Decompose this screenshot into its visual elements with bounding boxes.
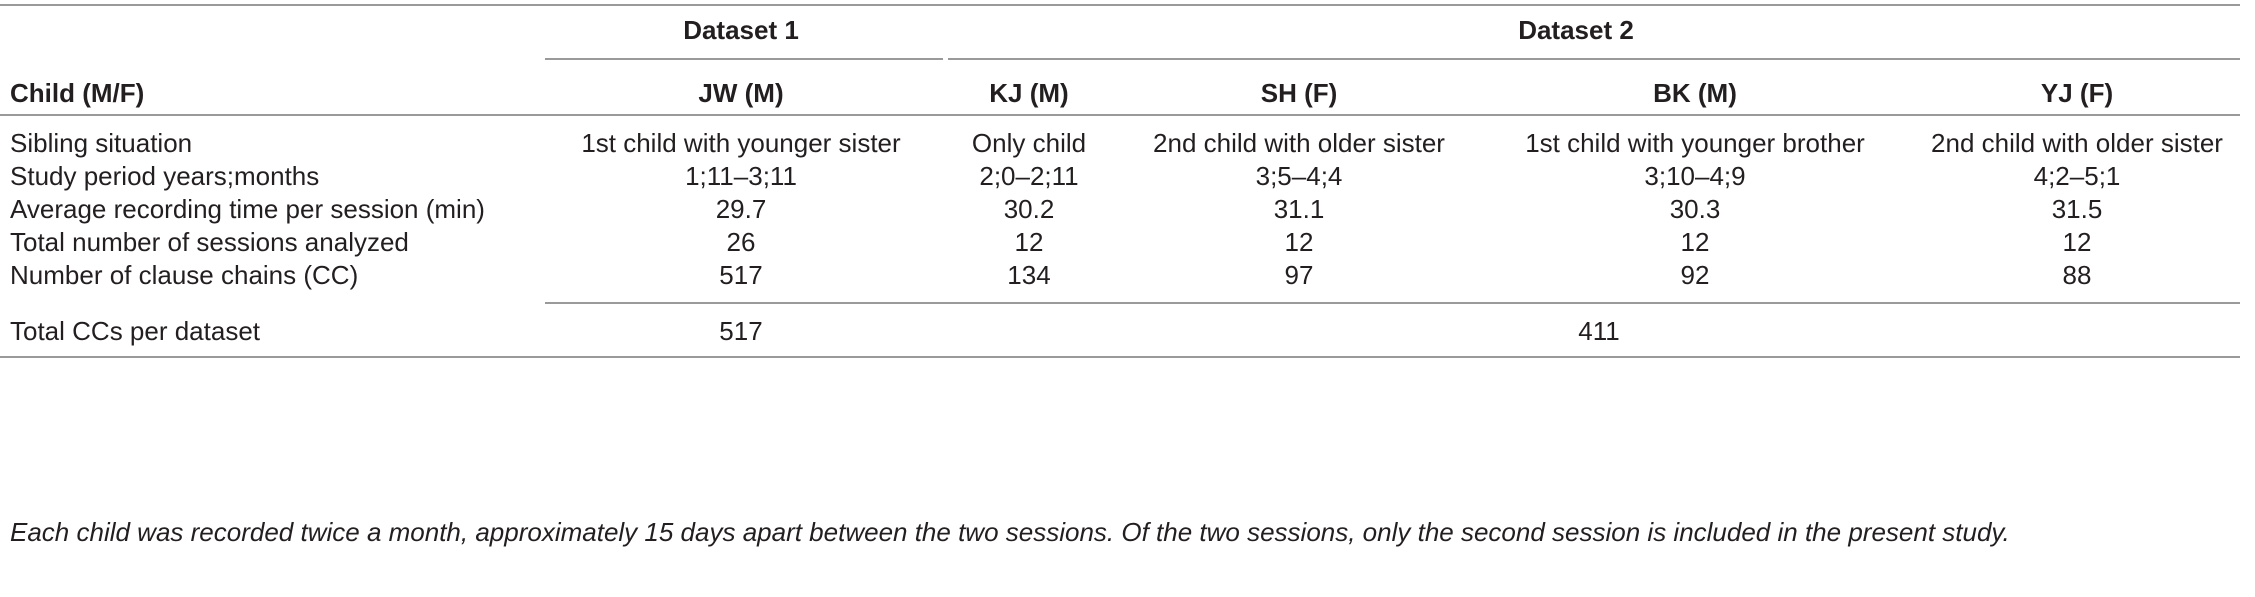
dataset1-header: Dataset 1 [683, 15, 799, 45]
table-cell: 30.2 [1003, 194, 1055, 224]
table-cell: 92 [1680, 260, 1710, 290]
table-cell: 26 [726, 227, 756, 257]
rule-top [0, 4, 2240, 6]
table-cell: 30.3 [1669, 194, 1721, 224]
table-cell: 29.7 [715, 194, 767, 224]
totals-dataset2: 411 [1578, 316, 1620, 346]
child-column-header: Child (M/F) [10, 78, 145, 108]
child-header-bk: BK (M) [1653, 78, 1737, 108]
table-cell: 31.5 [2051, 194, 2103, 224]
table-cell: 88 [2062, 260, 2092, 290]
rule-dataset1-under [545, 58, 943, 60]
row-label: Sibling situation [10, 128, 193, 158]
table-cell: 1st child with younger brother [1525, 128, 1865, 158]
rule-dataset2-under [948, 58, 2240, 60]
table-cell: 2;0–2;11 [979, 161, 1079, 191]
table-cell: 517 [719, 260, 763, 290]
row-label: Average recording time per session (min) [10, 194, 485, 224]
rule-header-bottom [0, 114, 2240, 116]
table-cell: 2nd child with older sister [1153, 128, 1445, 158]
table-cell: 4;2–5;1 [2033, 161, 2121, 191]
table-cell: 97 [1284, 260, 1314, 290]
row-label: Total number of sessions analyzed [10, 227, 409, 257]
table-cell: 12 [2062, 227, 2092, 257]
child-header-yj: YJ (F) [2040, 78, 2114, 108]
rule-totals-bottom [0, 356, 2240, 358]
child-header-sh: SH (F) [1260, 78, 1338, 108]
row-label: Number of clause chains (CC) [10, 260, 359, 290]
child-header-jw: JW (M) [698, 78, 784, 108]
table-cell: 12 [1014, 227, 1044, 257]
table-cell: 3;5–4;4 [1255, 161, 1343, 191]
dataset2-header: Dataset 2 [1518, 15, 1634, 45]
table-cell: 31.1 [1273, 194, 1325, 224]
totals-dataset1: 517 [719, 316, 763, 346]
table-cell: 2nd child with older sister [1931, 128, 2223, 158]
row-label: Study period years;months [10, 161, 320, 191]
table-cell: 12 [1680, 227, 1710, 257]
table-cell: 3;10–4;9 [1644, 161, 1746, 191]
table-cell: 12 [1284, 227, 1314, 257]
table-cell: 1;11–3;11 [685, 161, 797, 191]
table-cell: Only child [971, 128, 1087, 158]
table-cell: 134 [1007, 260, 1051, 290]
table-cell: 1st child with younger sister [581, 128, 901, 158]
child-header-kj: KJ (M) [989, 78, 1069, 108]
table-footnote: Each child was recorded twice a month, a… [10, 517, 2010, 547]
totals-label: Total CCs per dataset [10, 316, 261, 346]
rule-body-bottom [545, 302, 2240, 304]
